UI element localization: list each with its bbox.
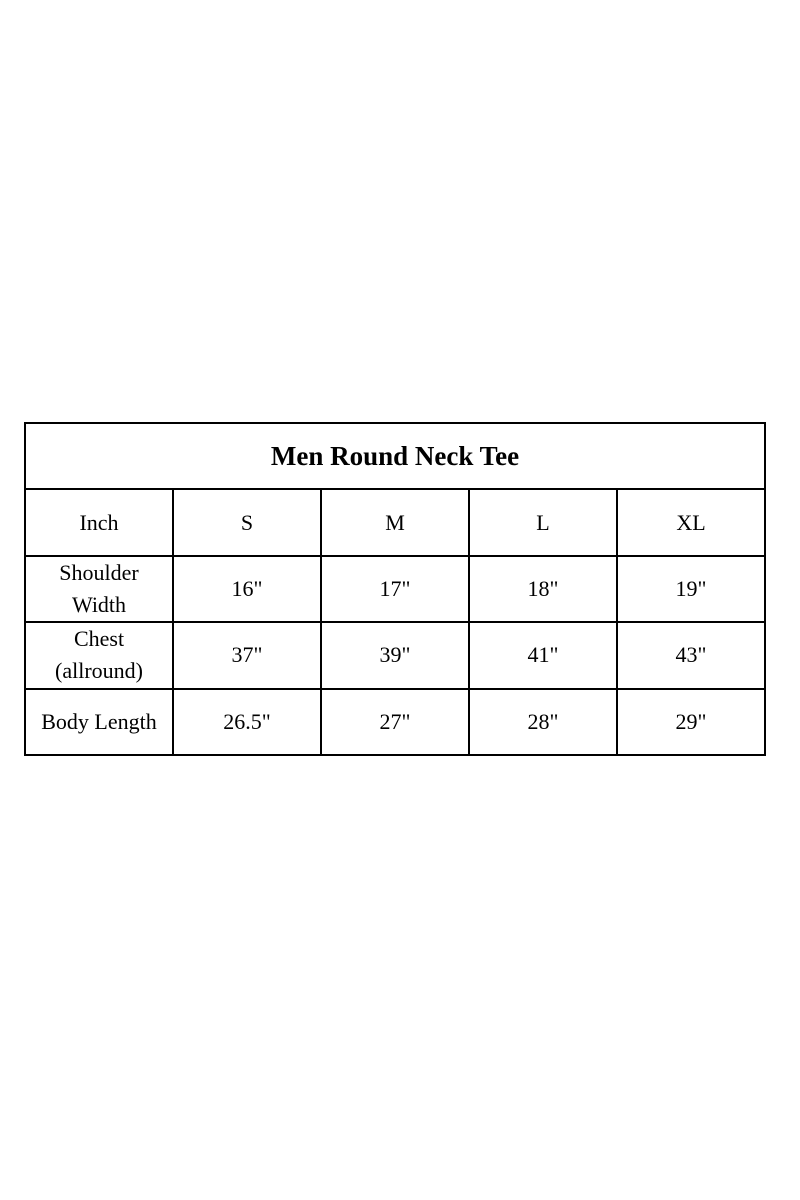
cell: 41"	[468, 621, 618, 690]
cell: 28"	[468, 687, 618, 757]
title-row: Men Round Neck Tee	[24, 421, 766, 491]
header-size-s: S	[172, 488, 322, 557]
table-row: Body Length 26.5" 27" 28" 29"	[24, 687, 766, 757]
cell: 29"	[616, 687, 766, 757]
header-size-l: L	[468, 488, 618, 557]
cell: 18"	[468, 554, 618, 624]
header-size-m: M	[320, 488, 470, 557]
table-title: Men Round Neck Tee	[24, 421, 766, 491]
cell: 16"	[172, 554, 322, 624]
cell: 17"	[320, 554, 470, 624]
cell: 37"	[172, 621, 322, 690]
row-label: Body Length	[24, 687, 174, 757]
header-unit: Inch	[24, 488, 174, 557]
cell: 27"	[320, 687, 470, 757]
row-label: Chest (allround)	[24, 621, 174, 690]
row-label: Shoulder Width	[24, 554, 174, 624]
cell: 43"	[616, 621, 766, 690]
cell: 39"	[320, 621, 470, 690]
header-size-xl: XL	[616, 488, 766, 557]
header-row: Inch S M L XL	[24, 488, 766, 557]
cell: 26.5"	[172, 687, 322, 757]
table-row: Shoulder Width 16" 17" 18" 19"	[24, 554, 766, 624]
cell: 19"	[616, 554, 766, 624]
size-chart-table: Men Round Neck Tee Inch S M L XL Shoulde…	[24, 421, 766, 757]
table-row: Chest (allround) 37" 39" 41" 43"	[24, 621, 766, 690]
